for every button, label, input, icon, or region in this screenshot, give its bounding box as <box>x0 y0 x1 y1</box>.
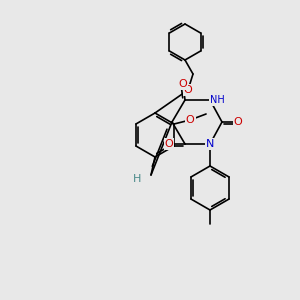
Text: O: O <box>184 85 192 95</box>
Text: O: O <box>178 79 188 89</box>
Text: O: O <box>234 117 242 127</box>
Text: H: H <box>133 174 141 184</box>
Text: O: O <box>165 139 173 149</box>
Text: N: N <box>206 139 214 149</box>
Text: NH: NH <box>210 95 225 105</box>
Text: O: O <box>186 115 194 125</box>
